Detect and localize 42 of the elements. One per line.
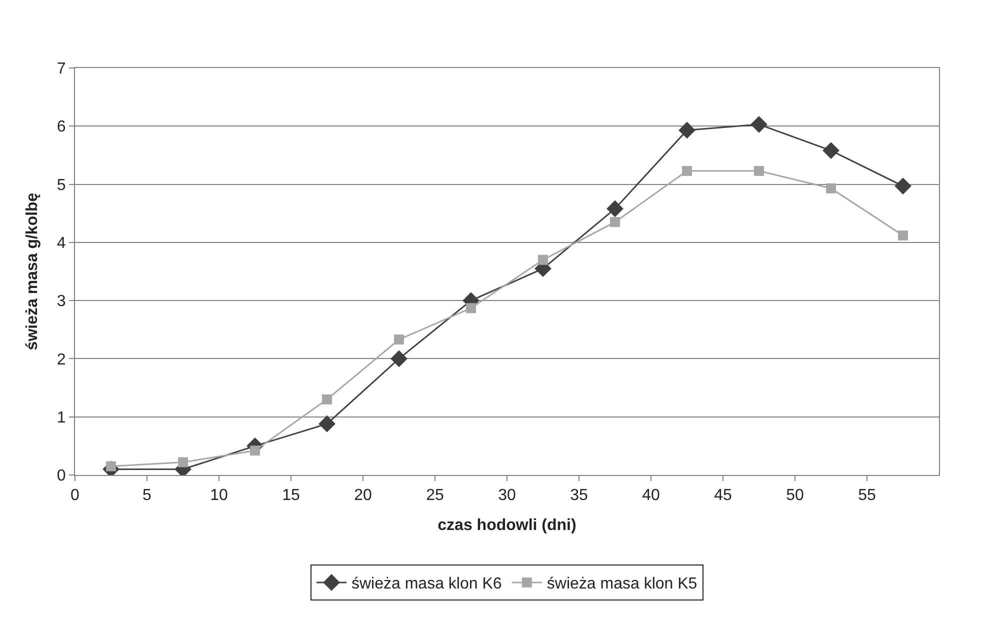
point — [178, 457, 188, 468]
y-tick-label: 5 — [56, 176, 66, 194]
x-tick-label: 40 — [642, 487, 660, 504]
y-tick-label: 0 — [56, 468, 66, 485]
point — [318, 415, 336, 432]
x-tick-label: 45 — [714, 487, 732, 504]
point — [606, 200, 624, 218]
x-tick-label: 20 — [354, 487, 372, 504]
y-tick-label: 7 — [56, 60, 66, 78]
x-tick-label: 15 — [282, 487, 300, 504]
point — [826, 183, 836, 194]
y-tick-label: 3 — [56, 293, 66, 310]
x-tick-label: 35 — [570, 487, 588, 504]
x-tick-label: 25 — [426, 487, 444, 504]
point — [610, 217, 620, 228]
point — [754, 166, 764, 176]
y-tick-label: 2 — [56, 351, 66, 368]
point — [250, 446, 260, 456]
y-tick-label: 6 — [56, 118, 66, 136]
x-tick-label: 0 — [70, 487, 80, 504]
point — [322, 394, 332, 404]
point — [894, 178, 912, 194]
legend-label: świeża masa klon K5 — [546, 576, 698, 593]
x-tick-label: 55 — [858, 487, 876, 504]
point — [682, 166, 692, 176]
point — [390, 350, 408, 368]
x-tick-label: 10 — [210, 487, 228, 504]
x-tick-label: 5 — [142, 487, 152, 504]
y-tick-label: 4 — [56, 235, 66, 252]
point — [822, 142, 840, 160]
legend-label: świeża masa klon K6 — [352, 576, 502, 593]
y-tick-label: 1 — [56, 409, 66, 426]
point — [678, 122, 696, 139]
point — [898, 230, 908, 240]
y-axis-title: świeża masa g/kolbę — [24, 192, 41, 350]
point — [750, 116, 768, 133]
point — [394, 334, 404, 345]
point — [466, 303, 476, 314]
x-tick-label: 30 — [498, 487, 516, 504]
x-tick-label: 50 — [786, 487, 804, 504]
x-axis-title: czas hodowli (dni) — [438, 516, 576, 534]
point — [538, 254, 548, 265]
